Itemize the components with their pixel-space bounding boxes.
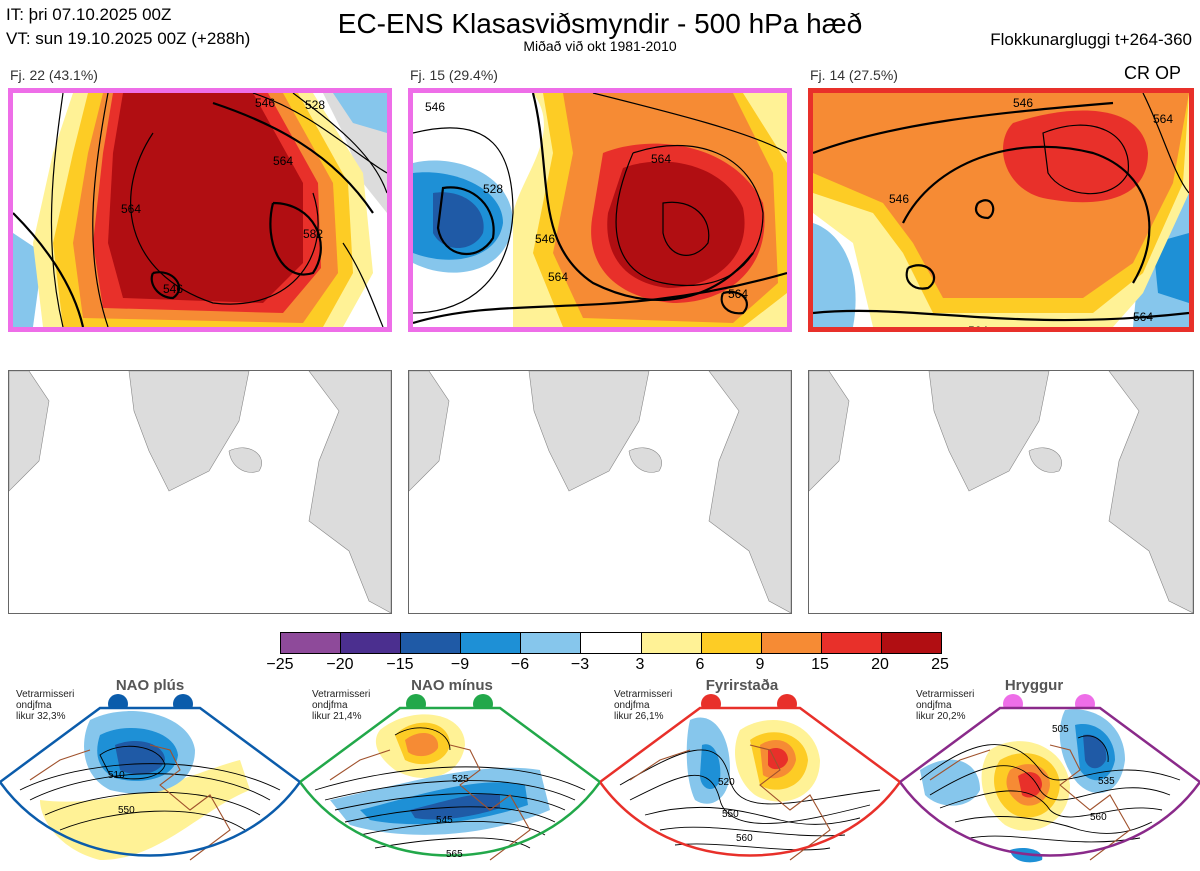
colorbar-tick: −20: [326, 656, 354, 673]
contour-label: 535: [1098, 776, 1115, 787]
empty-map-1: [8, 370, 392, 614]
contour-label: 564: [968, 324, 988, 327]
colorbar-bin: [821, 633, 882, 653]
contour-label: 560: [1090, 812, 1107, 823]
page-title: EC-ENS Klasasviðsmyndir - 500 hPa hæð: [337, 8, 863, 39]
regime-3-map: 520 550 560: [600, 694, 900, 861]
cluster-1-map-graphic: 564 582 546 564 546 528: [13, 93, 387, 327]
contour-label: 564: [273, 154, 293, 168]
valid-time: VT: sun 19.10.2025 00Z (+288h): [6, 29, 251, 48]
regime-2-note: Vetrarmisseri ondjfma likur 21,4%: [312, 689, 371, 722]
contour-label: 564: [1133, 310, 1153, 324]
regime-4-frame: [900, 706, 1200, 857]
contour-label: 546: [425, 100, 445, 114]
colorbar-bin: [701, 633, 762, 653]
contour-label: 564: [121, 202, 141, 216]
regime-3-title: Fyrirstaða: [705, 677, 779, 694]
colorbar-bin: [641, 633, 702, 653]
contour-label: 546: [535, 232, 555, 246]
colorbar-tick: 20: [871, 656, 889, 673]
colorbar-tick: −15: [386, 656, 414, 673]
contour-label: 546: [255, 96, 275, 110]
colorbar-bin: [581, 633, 642, 653]
colorbar-bin: [521, 633, 582, 653]
regime-1-note: Vetrarmisseri ondjfma likur 32,3%: [16, 689, 75, 722]
regime-4-map: 505 535 560: [900, 694, 1200, 863]
cluster-3-label: Fj. 14 (27.5%): [810, 67, 898, 83]
colorbar-bin: [281, 633, 342, 653]
cr-op-tag: CR OP: [1124, 63, 1182, 83]
regime-3-note: Vetrarmisseri ondjfma likur 26,1%: [614, 689, 673, 722]
empty-map-2-graphic: [409, 371, 791, 613]
contour-label: 546: [163, 282, 183, 296]
cluster-2-map-graphic: 546 564 528 546 564 564: [413, 93, 787, 327]
colorbar-tick: −3: [570, 656, 590, 673]
contour-label: 565: [446, 849, 463, 860]
contour-label: 525: [452, 774, 469, 785]
empty-map-2: [408, 370, 792, 614]
contour-label: 564: [1153, 112, 1173, 126]
colorbar-tick: −25: [266, 656, 294, 673]
empty-map-3-graphic: [809, 371, 1193, 613]
contour-label: 520: [718, 777, 735, 788]
cluster-2-label: Fj. 15 (29.4%): [410, 67, 498, 83]
contour-label: 564: [548, 270, 568, 284]
contour-label: 564: [728, 287, 748, 301]
regime-4-title: Hryggur: [1004, 677, 1064, 694]
colorbar: [280, 632, 942, 654]
colorbar-bin: [401, 633, 462, 653]
regime-1-title: NAO plús: [115, 677, 185, 694]
regime-1-map: 510 550: [0, 694, 300, 861]
contour-label: 505: [1052, 724, 1069, 735]
regime-2-map: 525 545 565: [300, 694, 600, 861]
cluster-3-map: 546 546 564 564 564: [808, 88, 1194, 332]
colorbar-tick: 6: [695, 656, 705, 673]
cluster-3-map-graphic: 546 546 564 564 564: [813, 93, 1189, 327]
empty-map-3: [808, 370, 1194, 614]
contour-label: 582: [303, 227, 323, 241]
colorbar-bin: [881, 633, 942, 653]
regime-3-frame: [600, 706, 900, 857]
contour-label: 528: [483, 182, 503, 196]
colorbar-tick: −9: [450, 656, 470, 673]
cluster-1-label: Fj. 22 (43.1%): [10, 67, 98, 83]
cluster-1-map: 564 582 546 564 546 528: [8, 88, 392, 332]
classification-window: Flokkunargluggi t+264-360: [990, 30, 1192, 49]
contour-label: 545: [436, 815, 453, 826]
regime-1-frame: [0, 706, 300, 857]
contour-label: 510: [108, 770, 125, 781]
colorbar-tick: 3: [635, 656, 645, 673]
contour-label: 546: [889, 192, 909, 206]
colorbar-bin: [761, 633, 822, 653]
contour-label: 564: [651, 152, 671, 166]
colorbar-tick: 25: [931, 656, 949, 673]
colorbar-bin: [341, 633, 402, 653]
issue-time: IT: þri 07.10.2025 00Z: [6, 5, 172, 24]
contour-label: 546: [1013, 96, 1033, 110]
regime-2-title: NAO mínus: [411, 677, 493, 694]
cluster-2-map: 546 564 528 546 564 564: [408, 88, 792, 332]
contour-label: 550: [722, 809, 739, 820]
colorbar-tick: −6: [510, 656, 530, 673]
colorbar-bin: [461, 633, 522, 653]
regime-2-frame: [300, 706, 600, 857]
contour-label: 528: [305, 98, 325, 112]
page-subtitle: Miðað við okt 1981-2010: [523, 38, 677, 54]
contour-label: 560: [736, 833, 753, 844]
colorbar-tick: 15: [811, 656, 829, 673]
empty-map-1-graphic: [9, 371, 391, 613]
regime-4-note: Vetrarmisseri ondjfma likur 20,2%: [916, 689, 975, 722]
contour-label: 550: [118, 805, 135, 816]
colorbar-tick: 9: [755, 656, 765, 673]
